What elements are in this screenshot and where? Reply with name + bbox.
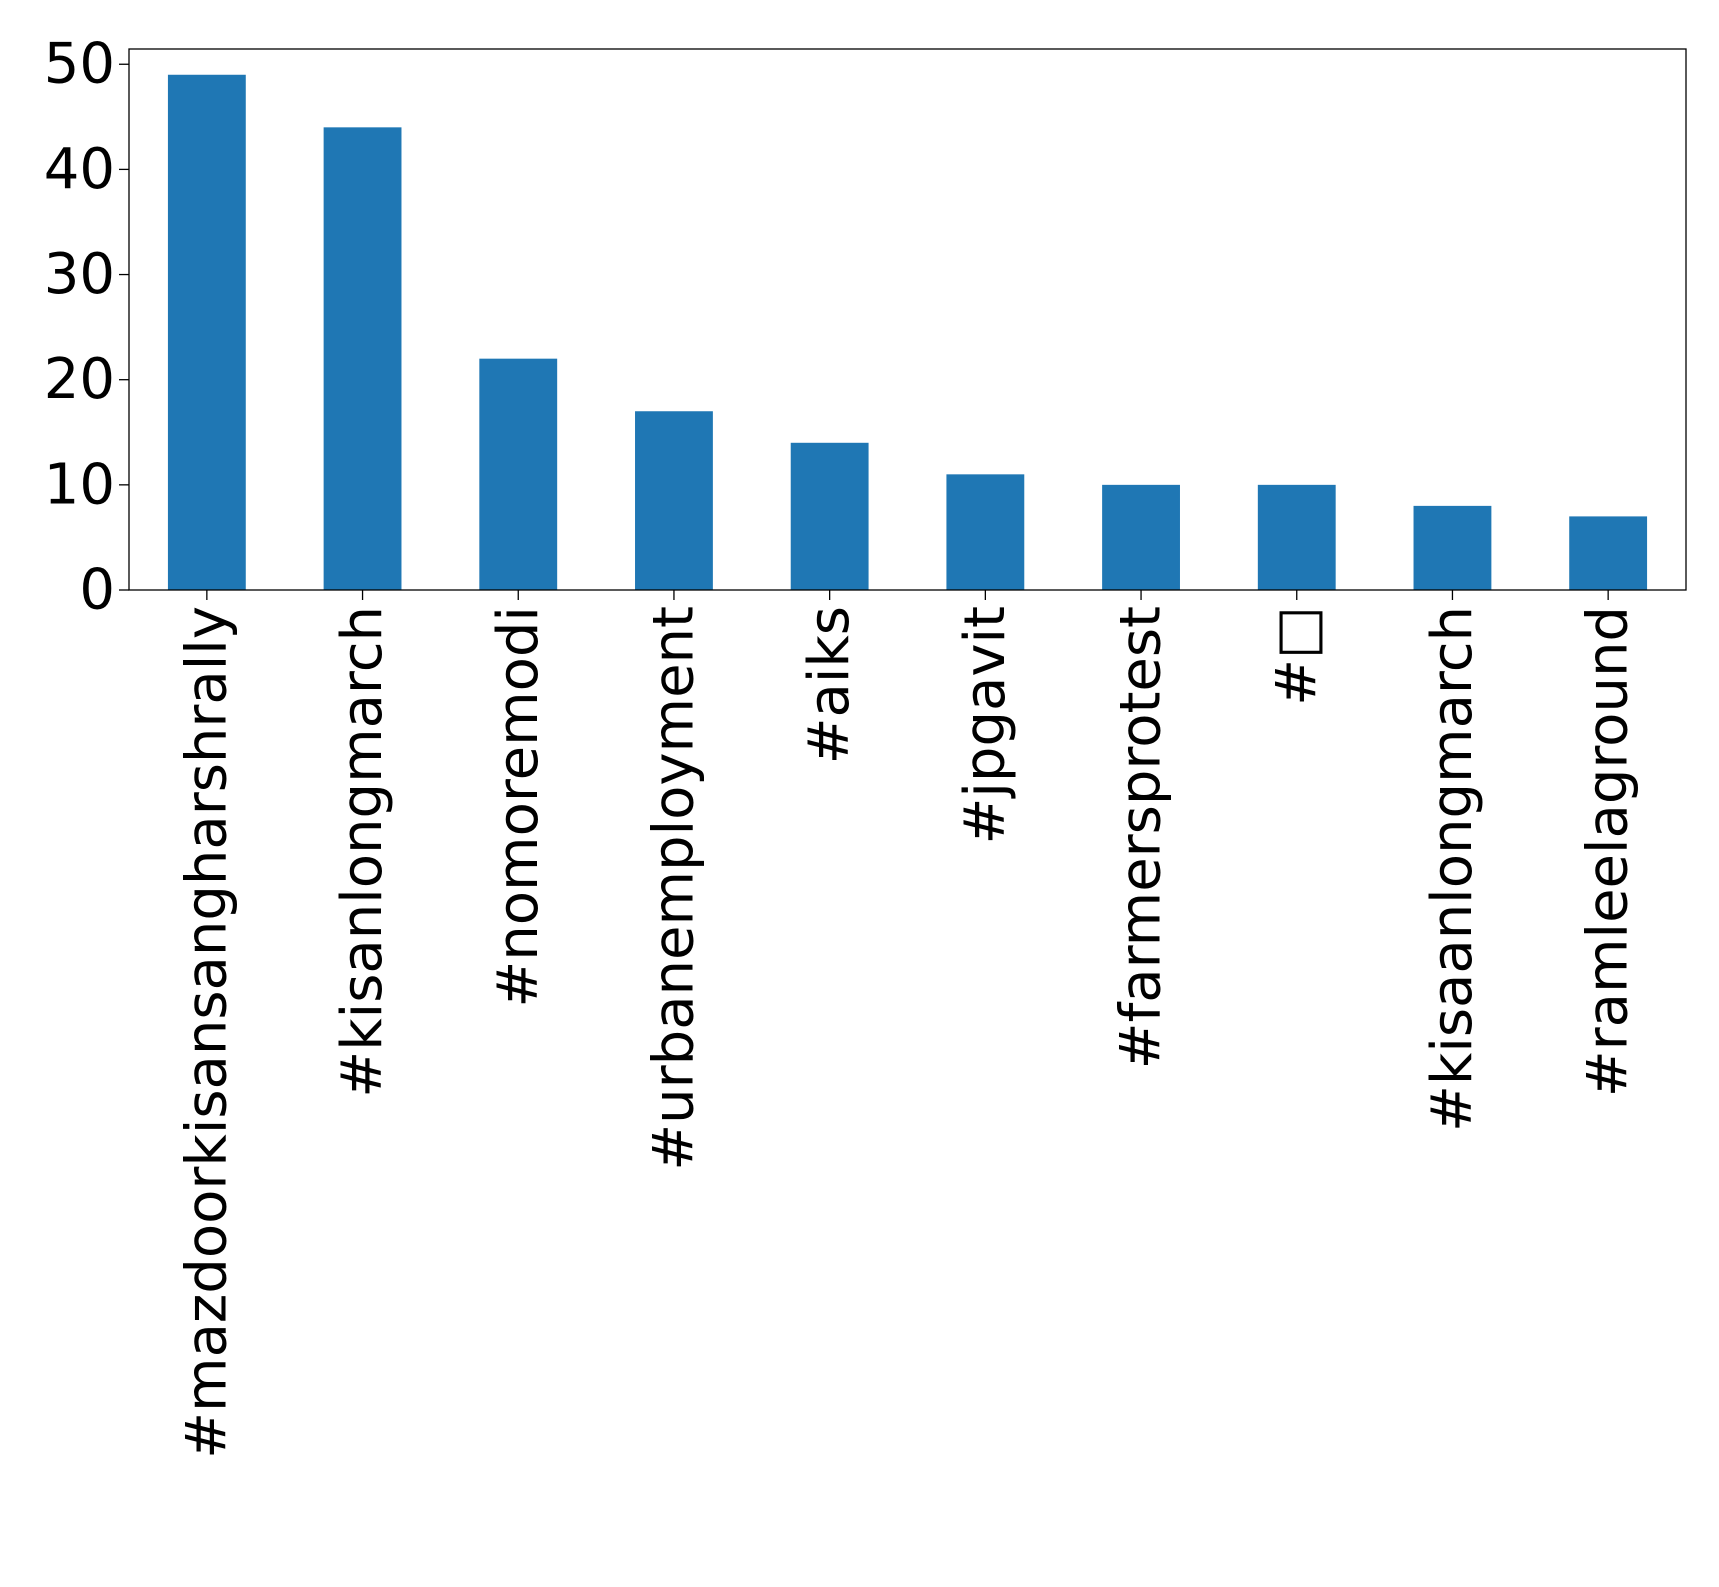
plot-frame (128, 48, 1687, 591)
y-tick-label: 10 (44, 452, 115, 517)
bar-2 (479, 358, 558, 590)
x-tick-label: #nomoremodi (486, 606, 551, 1008)
bar-9 (1569, 516, 1648, 590)
bars-group (167, 74, 1648, 590)
bar-3 (635, 411, 713, 590)
x-tick-label: #jpgavit (953, 606, 1018, 845)
bar-5 (946, 474, 1025, 590)
y-tick-label: 20 (44, 347, 115, 412)
y-tick-label: 40 (44, 137, 115, 202)
x-tick-label: #aiks (797, 606, 862, 764)
x-tick-label: #kisanlongmarch (330, 606, 395, 1098)
x-tick-label: #kisaanlongmarch (1420, 606, 1485, 1132)
y-axis: 0 10 20 30 40 50 (44, 32, 129, 623)
y-tick-label: 30 (44, 242, 115, 307)
bar-4 (790, 442, 869, 590)
x-tick-label: #urbanemployment (641, 606, 706, 1171)
x-tick-label: #farmersprotest (1109, 606, 1174, 1069)
x-tick-label: #mazdoorkisansangharshrally (174, 606, 239, 1459)
bar-6 (1102, 484, 1180, 590)
bar-1 (323, 127, 402, 590)
x-tick-label: #ramleelaground (1576, 606, 1641, 1097)
bar-0 (167, 74, 246, 590)
y-tick-label: 50 (44, 32, 115, 97)
y-tick-label: 0 (79, 558, 115, 623)
bar-7 (1257, 484, 1336, 590)
bar-8 (1413, 505, 1492, 590)
x-tick-label: #□ (1264, 606, 1329, 706)
x-axis: #mazdoorkisansangharshrally #kisanlongmar… (174, 590, 1641, 1459)
